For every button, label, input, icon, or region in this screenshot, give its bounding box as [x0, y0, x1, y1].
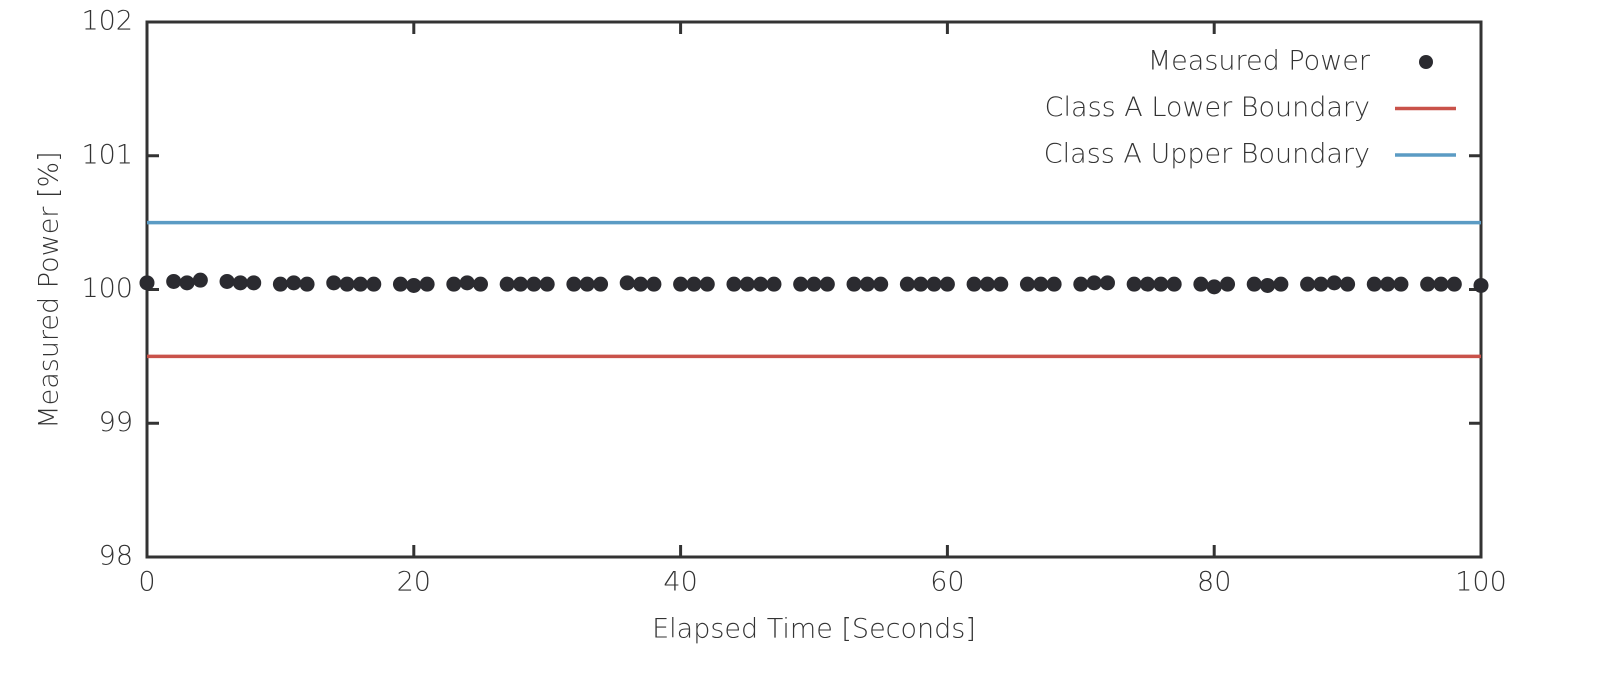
data-point: [766, 276, 782, 292]
data-point: [739, 276, 755, 292]
data-point: [513, 276, 529, 292]
data-point: [966, 276, 982, 292]
data-point: [819, 276, 835, 292]
data-point: [539, 276, 555, 292]
data-point: [1046, 276, 1062, 292]
data-point: [1300, 276, 1316, 292]
data-point: [299, 276, 315, 292]
data-point: [1380, 276, 1396, 292]
data-point: [899, 276, 915, 292]
data-point: [1446, 276, 1462, 292]
data-point: [272, 276, 288, 292]
data-point: [339, 276, 355, 292]
data-point: [392, 276, 408, 292]
data-point: [1326, 275, 1342, 291]
data-point: [166, 273, 182, 289]
data-point: [419, 276, 435, 292]
data-point: [566, 276, 582, 292]
data-point: [1340, 276, 1356, 292]
data-point: [1166, 276, 1182, 292]
data-point: [646, 276, 662, 292]
data-point: [192, 272, 208, 288]
data-point: [699, 276, 715, 292]
data-point: [593, 276, 609, 292]
data-point: [219, 273, 235, 289]
legend-label: Measured Power: [1148, 46, 1371, 77]
data-point: [793, 276, 809, 292]
data-point: [1273, 276, 1289, 292]
x-tick-label: 80: [1197, 567, 1231, 598]
data-point: [473, 276, 488, 292]
data-point: [1099, 275, 1115, 291]
data-point: [979, 276, 995, 292]
data-point: [1019, 276, 1035, 292]
legend-label: Class A Lower Boundary: [1045, 92, 1370, 123]
data-point: [1366, 276, 1382, 292]
data-point: [232, 275, 248, 291]
y-tick-label: 101: [81, 139, 133, 170]
x-tick-label: 40: [663, 567, 697, 598]
data-point: [726, 276, 742, 292]
data-point: [526, 276, 542, 292]
legend-label: Class A Upper Boundary: [1044, 139, 1370, 170]
y-tick-label: 98: [99, 541, 133, 572]
data-point: [1206, 279, 1222, 295]
data-point: [579, 276, 595, 292]
data-point: [499, 276, 515, 292]
data-point: [1193, 276, 1209, 292]
data-point: [1420, 276, 1436, 292]
data-point: [1126, 276, 1142, 292]
data-point: [286, 275, 302, 291]
x-tick-label: 60: [930, 567, 964, 598]
data-point: [806, 276, 822, 292]
data-point: [1313, 276, 1329, 292]
data-point: [1393, 276, 1409, 292]
y-tick-label: 99: [99, 407, 133, 438]
x-tick-label: 0: [138, 567, 155, 598]
data-point: [1473, 277, 1489, 293]
data-point: [1246, 276, 1262, 292]
data-point: [246, 275, 262, 291]
data-point: [913, 276, 929, 292]
data-point: [179, 275, 195, 291]
data-point: [1073, 276, 1089, 292]
y-tick-label: 102: [81, 6, 133, 37]
data-point: [1433, 276, 1449, 292]
data-point: [993, 276, 1009, 292]
legend-marker: [1419, 55, 1433, 69]
x-axis-label: Elapsed Time [Seconds]: [652, 614, 976, 645]
data-point: [406, 277, 422, 293]
data-point: [1086, 275, 1102, 291]
data-point: [673, 276, 689, 292]
data-point: [686, 276, 702, 292]
data-point: [139, 275, 155, 291]
data-point: [1220, 276, 1236, 292]
data-point: [633, 276, 649, 292]
data-point: [446, 276, 462, 292]
data-point: [1140, 276, 1155, 292]
data-point: [366, 276, 382, 292]
data-point: [846, 276, 862, 292]
data-point: [873, 276, 889, 292]
data-point: [619, 275, 635, 291]
data-point: [859, 276, 875, 292]
data-point: [326, 275, 342, 291]
data-point: [459, 275, 475, 291]
x-tick-label: 100: [1455, 567, 1507, 598]
data-point: [1260, 277, 1276, 293]
x-tick-label: 20: [397, 567, 431, 598]
data-point: [1033, 276, 1049, 292]
data-point: [352, 276, 368, 292]
y-tick-label: 100: [81, 273, 133, 304]
data-point: [926, 276, 942, 292]
data-point: [1153, 276, 1169, 292]
y-axis-label: Measured Power [%]: [34, 151, 65, 428]
data-point: [753, 276, 769, 292]
data-point: [939, 276, 955, 292]
